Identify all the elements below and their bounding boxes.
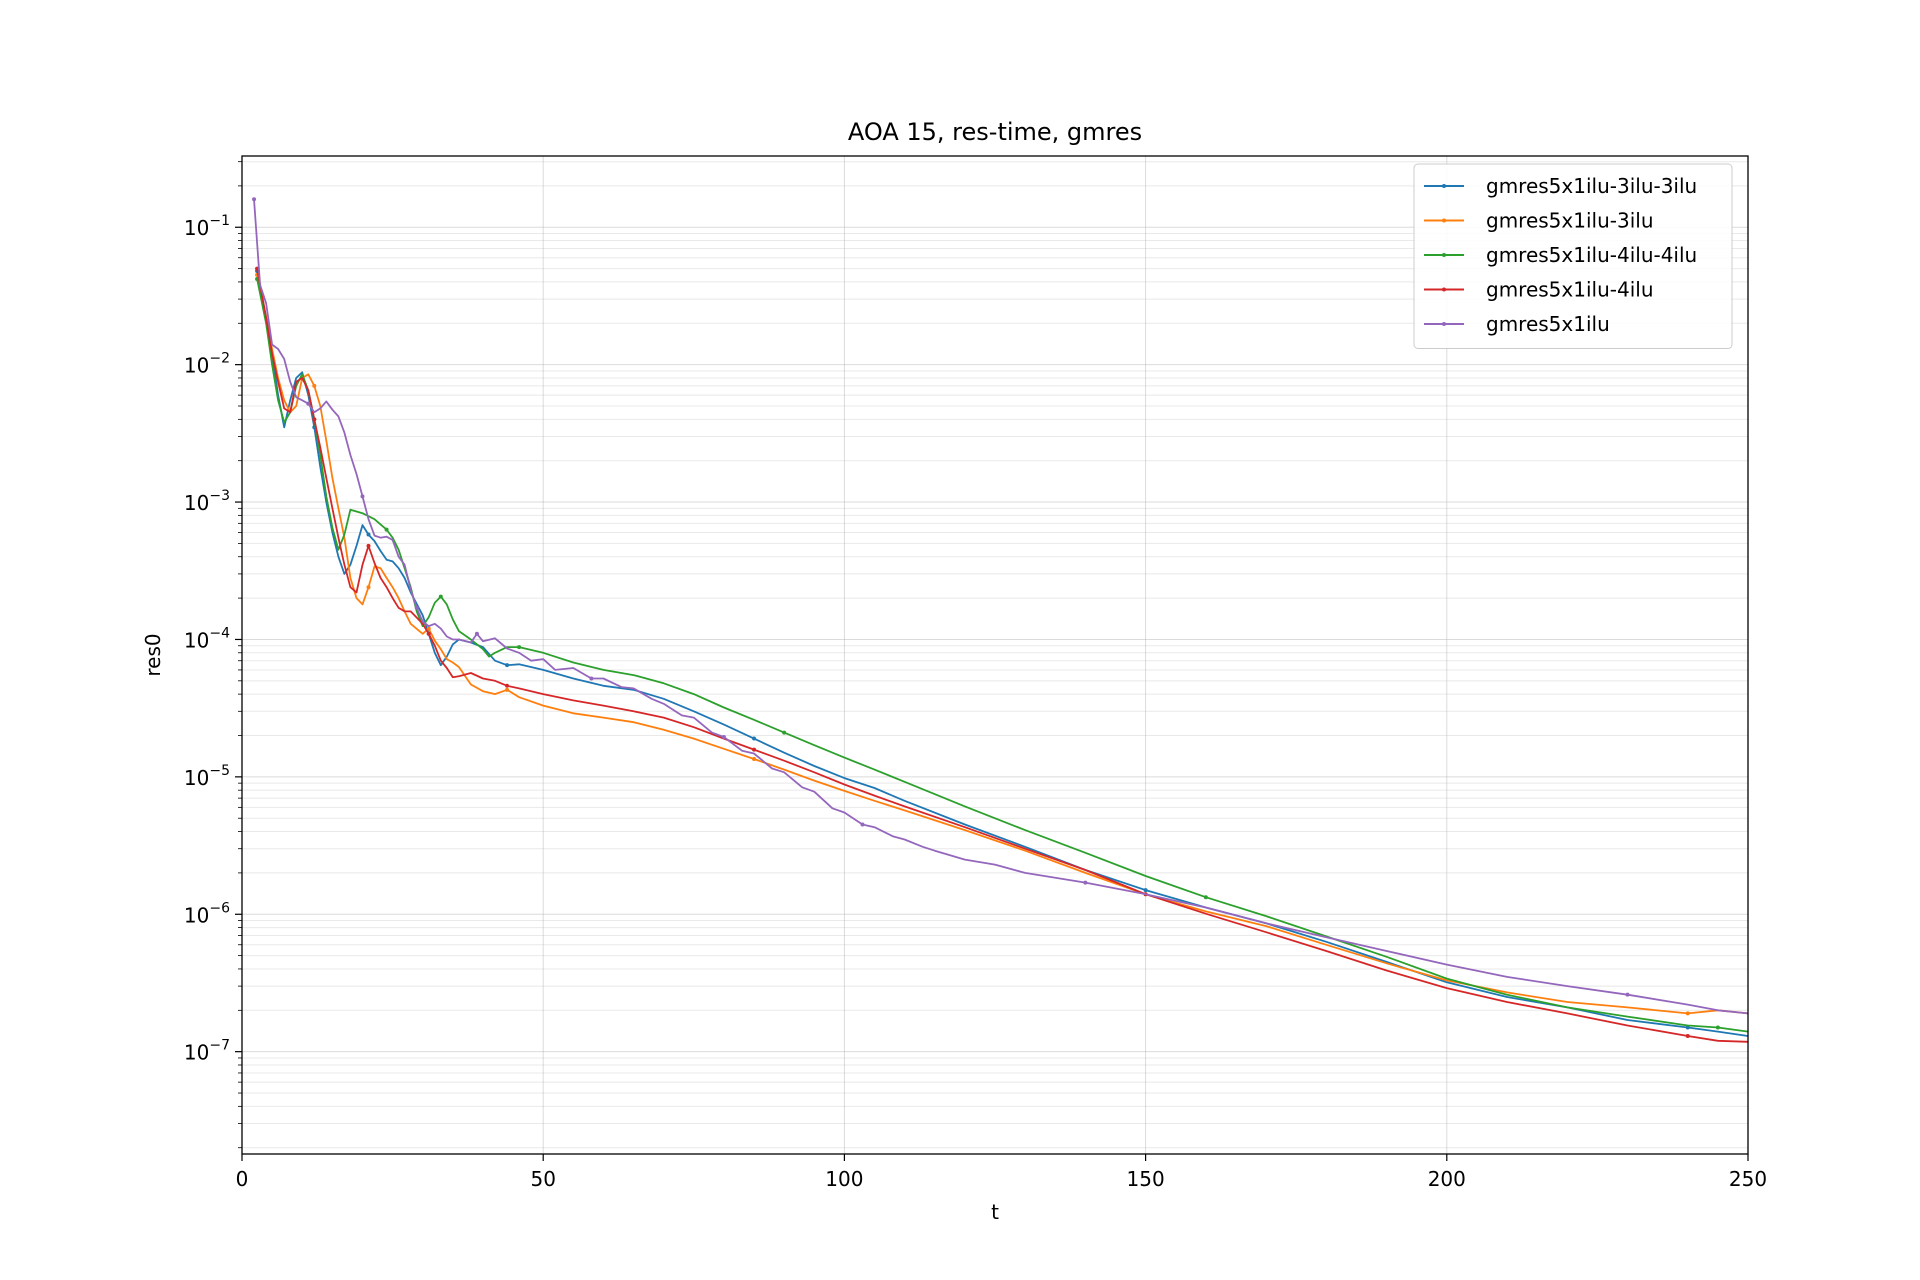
legend-box [1413, 163, 1733, 349]
series-point [366, 532, 371, 537]
series-line-gmres5x1ilu [253, 199, 1749, 1015]
series-point [474, 631, 479, 636]
x-tick-label: 250 [1729, 1167, 1767, 1191]
series-point [860, 822, 865, 827]
series-point [752, 756, 757, 761]
y-tick-mantissa: 10 [184, 216, 209, 240]
series-point [366, 543, 371, 548]
series-point [1685, 1011, 1690, 1016]
series-point [1625, 992, 1630, 997]
series-point [752, 736, 757, 741]
series-point [312, 417, 317, 422]
grid [241, 156, 1749, 1154]
y-tick-label: 10−3 [184, 488, 230, 515]
y-tick-label: 10−4 [184, 625, 230, 652]
series-point [360, 494, 365, 499]
ticks: 0 50 100 150 200 25010−710−610−510−410−310−21… [184, 161, 1767, 1191]
y-tick-mantissa: 10 [184, 766, 209, 790]
legend-marker [1442, 322, 1446, 326]
series-point [505, 683, 510, 688]
y-tick-label: 10−7 [184, 1038, 230, 1065]
x-tick-label: 200 [1428, 1167, 1466, 1191]
y-tick-mantissa: 10 [184, 628, 209, 652]
y-tick-label: 10−2 [184, 351, 230, 378]
series-point [1203, 895, 1208, 900]
legend-label: gmres5x1ilu-4ilu [1486, 278, 1654, 302]
series-point [752, 747, 757, 752]
y-tick-exponent: −6 [209, 900, 230, 916]
series-line-gmres5x1ilu-4ilu-4ilu [256, 278, 1749, 1033]
y-tick-exponent: −7 [209, 1038, 230, 1054]
legend-marker [1442, 218, 1446, 223]
plot-frame [241, 155, 1749, 1155]
series-point [384, 527, 389, 532]
series-point [782, 730, 787, 735]
y-tick-label: 10−5 [184, 763, 230, 790]
series-point [1685, 1034, 1690, 1039]
series-point [312, 383, 317, 388]
series-line-gmres5x1ilu-4ilu [256, 268, 1749, 1043]
y-tick-exponent: −4 [209, 625, 230, 641]
series-point [589, 676, 594, 681]
x-tick-label: 0 [236, 1167, 249, 1191]
series-point [1715, 1025, 1720, 1030]
legend-marker [1442, 184, 1446, 188]
y-tick-mantissa: 10 [184, 491, 209, 515]
y-axis-label: res0 [141, 633, 165, 676]
legend-label: gmres5x1ilu-3ilu-3ilu [1486, 174, 1697, 198]
chart-title: AOA 15, res-time, gmres [848, 118, 1142, 146]
legend-marker [1442, 253, 1446, 257]
series-point [1685, 1025, 1690, 1030]
y-tick-mantissa: 10 [184, 903, 209, 927]
y-tick-mantissa: 10 [184, 354, 209, 378]
y-tick-mantissa: 10 [184, 1041, 209, 1065]
legend-marker [1442, 287, 1446, 292]
series-point [505, 687, 510, 692]
legend: gmres5x1ilu-3ilu-3ilu gmres5x1ilu-3ilu gmr… [1413, 163, 1733, 349]
series-point [517, 645, 522, 650]
y-tick-label: 10−6 [184, 900, 230, 927]
y-tick-label: 10−1 [184, 213, 230, 240]
x-tick-label: 150 [1127, 1167, 1165, 1191]
series-point [426, 631, 431, 636]
series-point [721, 735, 726, 740]
series-point [366, 585, 371, 590]
series-point [306, 401, 311, 406]
y-tick-exponent: −1 [209, 213, 230, 229]
y-tick-exponent: −5 [209, 763, 230, 779]
y-tick-exponent: −2 [209, 351, 230, 367]
legend-label: gmres5x1ilu-3ilu [1486, 209, 1654, 233]
x-tick-label: 50 [530, 1167, 555, 1191]
series-point [1083, 880, 1088, 885]
series-point [426, 626, 431, 631]
series-point [252, 197, 257, 202]
x-tick-label: 100 [825, 1167, 863, 1191]
series-point [414, 605, 419, 610]
series-layer [252, 197, 1749, 1043]
x-axis-label: t [991, 1200, 999, 1224]
legend-label: gmres5x1ilu-4ilu-4ilu [1486, 243, 1697, 267]
series-point [438, 594, 443, 599]
series-point [505, 663, 510, 668]
y-tick-exponent: −3 [209, 488, 230, 504]
legend-label: gmres5x1ilu [1486, 312, 1610, 336]
series-point [1143, 888, 1148, 893]
